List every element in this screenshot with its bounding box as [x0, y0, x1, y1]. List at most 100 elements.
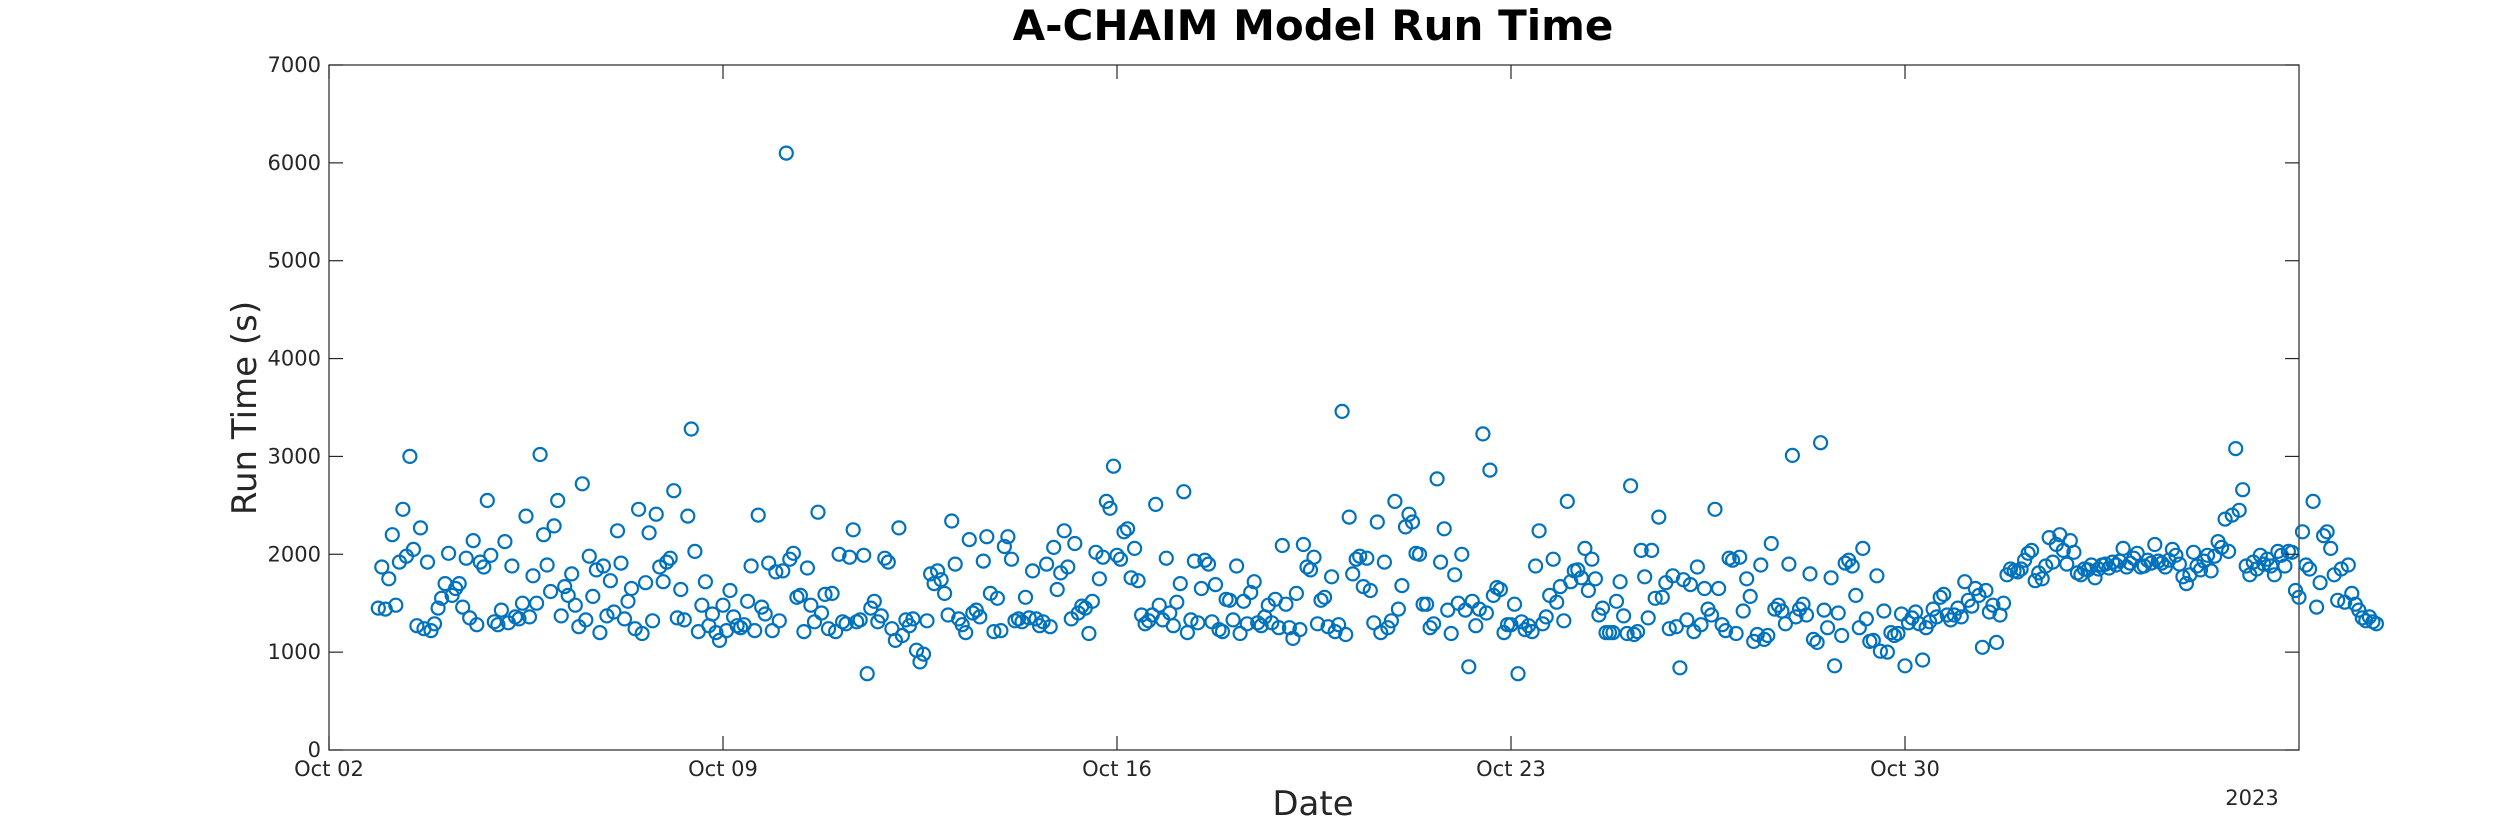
data-point: [1964, 598, 1980, 614]
data-point: [676, 612, 692, 628]
data-point: [479, 492, 495, 509]
data-point: [1352, 548, 1368, 564]
data-point: [1651, 509, 1667, 525]
data-point: [2027, 573, 2043, 589]
data-point: [2231, 502, 2247, 518]
data-point: [1753, 557, 1769, 573]
data-point: [2013, 561, 2029, 577]
data-point: [961, 531, 977, 548]
data-point: [673, 581, 689, 598]
data-point: [662, 550, 678, 566]
data-point: [1549, 594, 1565, 610]
data-point: [680, 508, 696, 524]
data-point: [1316, 589, 1333, 605]
data-point: [634, 625, 650, 642]
data-point: [838, 616, 854, 632]
data-point: [2319, 524, 2335, 540]
data-point: [426, 616, 443, 632]
data-point: [1183, 612, 1199, 628]
data-point: [1732, 549, 1748, 565]
data-point: [595, 558, 612, 574]
data-point: [1345, 566, 1361, 582]
data-point: [1872, 643, 1889, 659]
data-point: [1376, 554, 1393, 570]
data-point: [739, 593, 756, 609]
data-point: [1584, 551, 1600, 567]
data-point: [841, 549, 858, 565]
data-point: [1556, 613, 1572, 629]
data-point: [1056, 523, 1072, 539]
data-point: [2115, 540, 2131, 557]
data-point: [1654, 589, 1670, 605]
data-point: [1003, 551, 1020, 567]
data-point: [1109, 547, 1125, 563]
data-point: [2302, 561, 2318, 577]
data-point: [1760, 627, 1776, 644]
y-tick-label: 1000: [268, 640, 321, 664]
x-axis: Oct 02 Oct 09 Oct 16 Oct 23 Oct 30: [294, 65, 1940, 781]
data-point: [1594, 600, 1611, 616]
data-point: [1869, 568, 1885, 584]
data-point: [1816, 602, 1832, 618]
data-point: [1689, 559, 1706, 575]
data-point: [1464, 593, 1480, 609]
data-point: [1151, 597, 1167, 613]
data-point: [1432, 554, 1449, 570]
data-point: [644, 613, 661, 629]
data-point: [1411, 546, 1428, 562]
data-point: [1418, 596, 1435, 612]
data-point: [1387, 493, 1403, 509]
data-point: [824, 585, 840, 602]
data-point: [2330, 592, 2346, 608]
data-point: [1046, 539, 1062, 556]
data-point: [958, 624, 974, 641]
data-point: [775, 563, 791, 579]
data-point: [2277, 558, 2293, 574]
data-point: [852, 612, 868, 628]
data-point: [1186, 553, 1203, 569]
data-point: [817, 586, 833, 603]
data-point: [1812, 435, 1829, 451]
data-point: [2312, 575, 2328, 591]
data-point: [683, 421, 699, 437]
data-point: [1084, 593, 1101, 609]
data-point: [409, 618, 425, 634]
data-point: [441, 545, 457, 561]
data-point: [1176, 484, 1192, 500]
data-point: [1253, 618, 1269, 634]
data-point: [1112, 551, 1129, 567]
data-point: [1608, 593, 1625, 609]
data-point: [1130, 573, 1146, 589]
data-point: [514, 595, 531, 611]
data-point: [1278, 596, 1294, 612]
data-point: [2105, 554, 2121, 570]
data-point: [1798, 607, 1815, 623]
data-point: [476, 559, 492, 575]
data-point: [2323, 540, 2339, 557]
data-point: [2316, 528, 2332, 544]
data-point: [1390, 601, 1407, 617]
data-point: [1330, 617, 1347, 633]
data-point: [796, 623, 812, 640]
data-point: [936, 585, 953, 602]
y-tick-label: 5000: [268, 249, 321, 273]
data-point: [1348, 551, 1364, 567]
data-point: [859, 666, 875, 682]
data-point: [1717, 622, 1734, 639]
data-point: [1763, 535, 1779, 552]
data-point: [1404, 514, 1421, 530]
data-point: [1950, 600, 1966, 616]
data-point: [954, 617, 970, 633]
data-point: [402, 448, 418, 464]
data-point: [550, 492, 566, 509]
data-point: [1844, 558, 1860, 574]
data-point: [1865, 632, 1881, 649]
data-point: [768, 564, 784, 580]
y-axis-label: Run Time (s): [225, 301, 265, 515]
data-point: [490, 617, 506, 633]
data-point: [388, 597, 404, 613]
data-point: [1837, 555, 1853, 571]
data-point: [1475, 426, 1491, 442]
data-point: [1049, 581, 1065, 598]
